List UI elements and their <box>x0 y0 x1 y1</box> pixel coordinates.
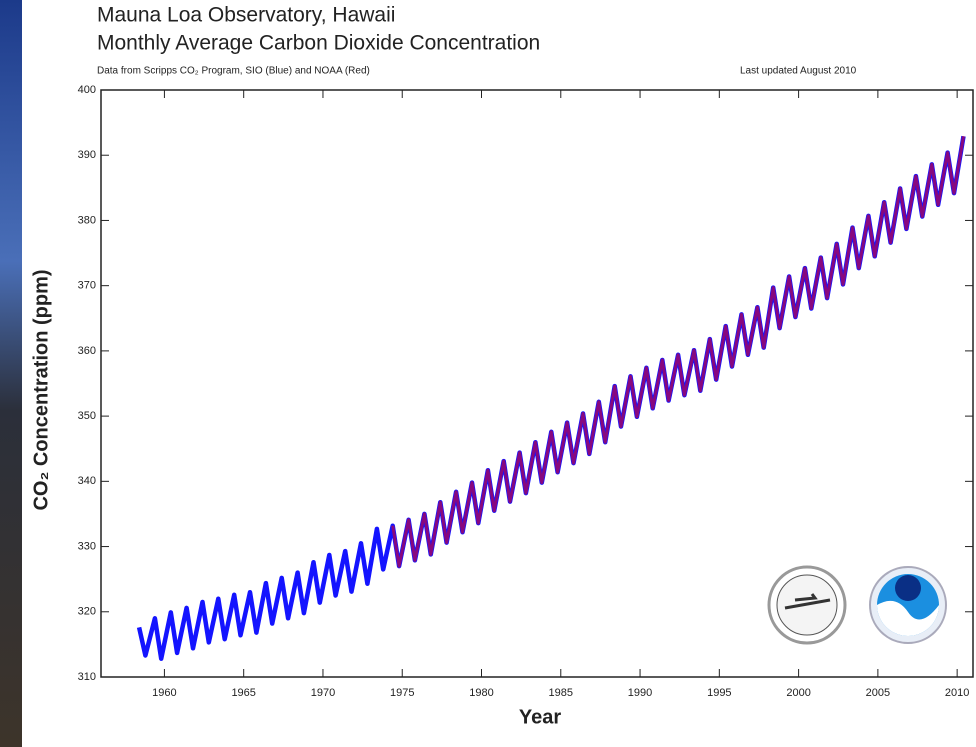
chart-subtitle: Monthly Average Carbon Dioxide Concentra… <box>97 32 540 55</box>
x-tick-label: 2005 <box>866 687 890 699</box>
x-tick-label: 1995 <box>707 687 731 699</box>
y-tick-label: 370 <box>78 280 96 292</box>
noaa-logo <box>869 566 947 644</box>
chart-title: Mauna Loa Observatory, Hawaii <box>97 4 395 27</box>
y-tick-label: 330 <box>78 540 96 552</box>
y-tick-label: 390 <box>78 149 96 161</box>
y-tick-label: 340 <box>78 475 96 487</box>
x-axis-label: Year <box>519 706 561 728</box>
sio-logo <box>767 565 847 645</box>
source-note: Data from Scripps CO₂ Program, SIO (Blue… <box>97 66 370 77</box>
y-tick-label: 360 <box>78 345 96 357</box>
series-line <box>391 136 965 568</box>
y-axis-label: CO₂ Concentration (ppm) <box>30 269 52 510</box>
x-tick-label: 1965 <box>231 687 255 699</box>
plot-frame <box>100 89 974 678</box>
updated-note: Last updated August 2010 <box>740 66 857 77</box>
x-tick-label: 1970 <box>311 687 335 699</box>
x-tick-label: 2010 <box>945 687 969 699</box>
y-tick-label: 380 <box>78 214 96 226</box>
y-tick-label: 310 <box>78 671 96 683</box>
x-tick-label: 1960 <box>152 687 176 699</box>
x-tick-label: 2000 <box>786 687 810 699</box>
x-tick-label: 1985 <box>549 687 573 699</box>
y-tick-label: 400 <box>78 84 96 96</box>
y-tick-label: 320 <box>78 606 96 618</box>
x-tick-label: 1980 <box>469 687 493 699</box>
background-photo <box>0 0 22 747</box>
y-tick-label: 350 <box>78 410 96 422</box>
x-tick-label: 1990 <box>628 687 652 699</box>
x-tick-label: 1975 <box>390 687 414 699</box>
